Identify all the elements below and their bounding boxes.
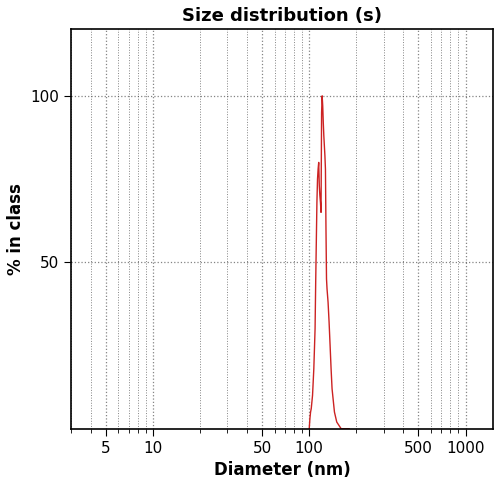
X-axis label: Diameter (nm): Diameter (nm): [214, 461, 350, 479]
Y-axis label: % in class: % in class: [7, 183, 25, 275]
Title: Size distribution (s): Size distribution (s): [182, 7, 382, 25]
